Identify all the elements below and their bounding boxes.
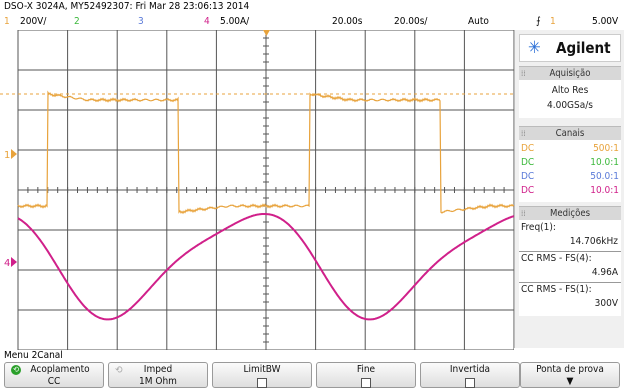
softkey-value: 1M Ohm [139,376,177,387]
grip-icon: ⁞⁞ [521,209,526,218]
ch4-scale[interactable]: 5.00A/ [220,16,250,27]
measurements-title: Medições [549,208,591,219]
measurement-label: Freq(1): [521,222,556,233]
grip-icon: ⁞⁞ [521,69,526,78]
trigger-channel[interactable]: 1 [550,16,556,27]
measurement-label: CC RMS - FS(1): [521,284,592,295]
channel-row: DC 50.0:1 [519,170,621,184]
channels-panel: DC 500:1 DC 10.0:1 DC 50.0:1 DC 10.0:1 [519,140,621,202]
ch4-ground-label: 4 [4,258,10,269]
grip-icon: ⁞⁞ [521,129,526,138]
channel-coupling: DC [521,171,535,182]
channel-probe: 10.0:1 [590,185,619,196]
measurement-value: 300V [594,298,618,309]
invert-softkey[interactable]: Invertida [420,362,520,388]
channel-status-bar: 1 200V/ 2 3 4 5.00A/ 20.00s 20.00s/ Auto… [0,14,624,30]
ch1-number[interactable]: 1 [4,16,10,27]
softkey-label: Acoplamento [30,364,90,375]
time-scale[interactable]: 20.00s/ [394,16,428,27]
bandwidth-limit-checkbox[interactable] [257,378,267,388]
time-delay[interactable]: 20.00s [332,16,363,27]
ch4-waveform [17,213,514,321]
ch3-number[interactable]: 3 [138,16,144,27]
rotate-icon: ⟲ [115,365,123,376]
channel-row: DC 10.0:1 [519,156,621,170]
divider [519,282,621,283]
channel-row: DC 10.0:1 [519,184,621,198]
softkey-bar: ⟲ Acoplamento CC ⟲ Imped 1M Ohm LimitBW … [0,361,624,389]
menu-title-bar: Menu 2Canal [0,350,624,361]
instrument-title: DSO-X 3024A, MY52492307: Fri Mar 28 23:0… [4,1,250,12]
brand-name: Agilent [556,39,611,57]
sample-rate-value: 4.00GSa/s [547,100,593,111]
acquisition-panel: Alto Res 4.00GSa/s [519,80,621,118]
measurement-value: 14.706kHz [569,236,618,247]
graticule [17,30,514,350]
softkey-label: Ponta de prova [536,364,604,375]
agilent-spark-icon: ✳ [528,38,541,58]
invert-checkbox[interactable] [465,378,475,388]
down-arrow-icon: ▼ [566,376,574,387]
channel-probe: 10.0:1 [590,157,619,168]
ch1-ground-arrow-icon [11,149,17,159]
channels-header: ⁞⁞ Canais [519,126,621,141]
channel-coupling: DC [521,157,535,168]
bandwidth-limit-softkey[interactable]: LimitBW [212,362,312,388]
coupling-softkey[interactable]: ⟲ Acoplamento CC [4,362,104,388]
acquisition-header: ⁞⁞ Aquisição [519,66,621,81]
ch1-waveform [17,90,514,215]
divider [519,251,621,252]
ch1-scale[interactable]: 200V/ [20,16,47,27]
channel-coupling: DC [521,185,535,196]
probe-softkey[interactable]: Ponta de prova ▼ [520,362,620,388]
measurement-label: CC RMS - FS(4): [521,253,592,264]
impedance-softkey[interactable]: ⟲ Imped 1M Ohm [108,362,208,388]
trigger-edge-icon: ⨍ [536,16,541,27]
softkey-value: CC [47,376,61,387]
softkey-label: LimitBW [243,364,281,375]
acquisition-title: Aquisição [549,68,591,79]
channel-row: DC 500:1 [519,142,621,156]
menu-title: Menu 2Canal [4,350,63,361]
softkey-label: Fine [356,364,376,375]
brand-logo: ✳ Agilent [519,34,621,62]
trigger-level[interactable]: 5.00V [592,16,619,27]
measurements-header: ⁞⁞ Medições [519,206,621,221]
fine-softkey[interactable]: Fine [316,362,416,388]
acquisition-mode[interactable]: Auto [468,16,489,27]
measurements-panel: Freq(1): 14.706kHz CC RMS - FS(4): 4.96A… [519,220,621,316]
ch2-number[interactable]: 2 [74,16,80,27]
ch4-number[interactable]: 4 [204,16,210,27]
channel-coupling: DC [521,143,535,154]
measurement-value: 4.96A [591,267,618,278]
softkey-label: Invertida [449,364,491,375]
sidebar: ✳ Agilent ⁞⁞ Aquisição Alto Res 4.00GSa/… [514,30,624,348]
softkey-label: Imped [143,364,173,375]
ch1-ground-label: 1 [4,150,10,161]
rotate-icon: ⟲ [11,365,21,375]
title-bar: DSO-X 3024A, MY52492307: Fri Mar 28 23:0… [0,0,624,14]
ch1-ground-marker[interactable]: 1 [4,149,17,161]
ch4-ground-marker[interactable]: 4 [4,257,17,269]
waveform-display[interactable]: 1 4 [0,30,514,350]
trigger-position-marker[interactable] [263,30,270,36]
ch4-ground-arrow-icon [11,257,17,267]
channel-probe: 50.0:1 [590,171,619,182]
channel-probe: 500:1 [593,143,619,154]
channels-title: Canais [555,128,585,139]
acquisition-mode-value: Alto Res [551,85,589,96]
fine-checkbox[interactable] [361,378,371,388]
